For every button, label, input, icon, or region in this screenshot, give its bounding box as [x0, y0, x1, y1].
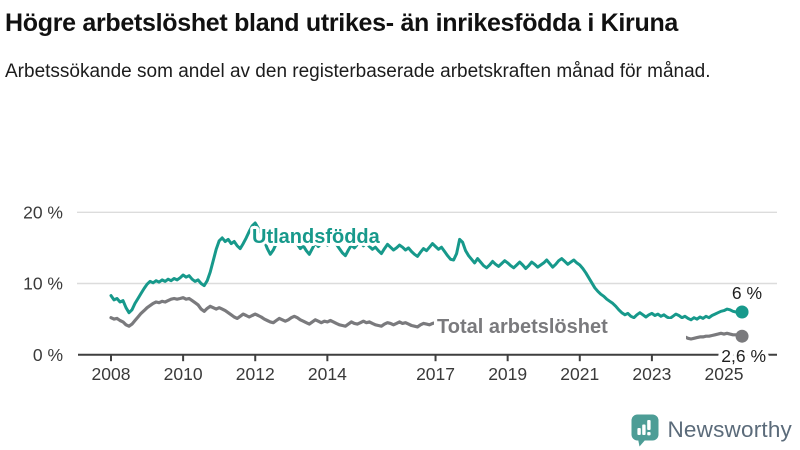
newsworthy-bubble-chart-icon [631, 414, 659, 447]
x-axis: 2008 2010 2012 2014 2017 2019 2021 2023 2025 [78, 353, 777, 384]
x-tick-label: 2023 [632, 364, 671, 384]
x-tick-label: 2019 [488, 364, 527, 384]
y-axis-labels: 20 % 10 % 0 % [23, 203, 63, 365]
series-utlandsfodda [109, 221, 744, 322]
y-tick-label: 0 % [33, 345, 63, 365]
y-tick-label: 10 % [23, 274, 63, 294]
x-tick-label: 2010 [164, 364, 203, 384]
label-mask [434, 319, 686, 345]
x-tick-label: 2012 [236, 364, 275, 384]
y-tick-label: 20 % [23, 203, 63, 223]
x-tick-label: 2008 [92, 364, 131, 384]
brand-name: Newsworthy [667, 417, 792, 442]
newsworthy-logo[interactable]: Newsworthy [630, 413, 792, 447]
end-dot-utlandsfodda [735, 305, 749, 319]
chart-title: Högre arbetslöshet bland utrikes- än inr… [5, 9, 679, 37]
end-label-total: 2,6 % [721, 346, 766, 366]
x-tick-label: 2014 [308, 364, 347, 384]
x-tick-label: 2017 [416, 364, 455, 384]
x-tick-label: 2021 [560, 364, 599, 384]
x-tick-label: 2025 [705, 364, 744, 384]
chart-subtitle: Arbetssökande som andel av den registerb… [5, 60, 711, 82]
gridlines [77, 211, 777, 285]
line-chart: 20 %10 %0 %2008 2010 2012 2014 2017 2019 2021 2… [23, 203, 777, 384]
end-dot-total [735, 329, 749, 343]
series-label-total: Total arbetslöshet [437, 316, 608, 338]
series-label-utlandsfodda: Utlandsfödda [252, 226, 381, 248]
end-label-utlandsfodda: 6 % [732, 283, 762, 303]
